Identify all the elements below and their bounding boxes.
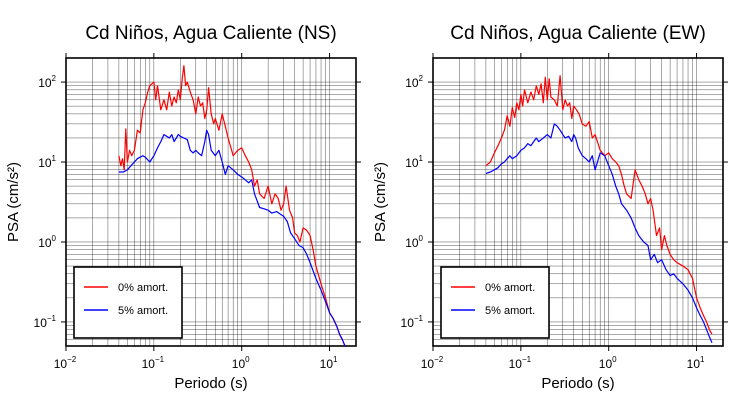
series-line-red xyxy=(118,65,346,346)
y-tick-label-exponent: 1 xyxy=(419,154,424,163)
y-tick-label-base: 10 xyxy=(401,316,415,330)
y-tick-label-exponent: 0 xyxy=(419,234,424,243)
y-tick-label-base: 10 xyxy=(405,236,419,250)
x-tick-label: 100 xyxy=(599,355,617,371)
legend-box xyxy=(73,266,183,339)
x-tick-label: 10−1 xyxy=(142,355,165,371)
y-tick-label-exponent: 0 xyxy=(52,234,57,243)
x-tick-label-exponent: 0 xyxy=(612,355,617,364)
y-tick-label-base: 10 xyxy=(405,76,419,90)
y-tick-label: 10−1 xyxy=(34,314,57,330)
y-tick-label: 101 xyxy=(405,154,423,170)
y-tick-label-base: 10 xyxy=(38,156,52,170)
tick-marks xyxy=(61,53,361,351)
legend: 0% amort. 5% amort. xyxy=(73,266,183,339)
y-axis-label: PSA (cm/s²) xyxy=(372,162,389,242)
x-tick-label-base: 10 xyxy=(509,357,523,371)
x-tick-label-exponent: −2 xyxy=(67,355,77,364)
x-tick-label-base: 10 xyxy=(421,357,435,371)
tick-marks xyxy=(428,53,728,351)
x-axis-label: Periodo (s) xyxy=(174,375,247,392)
x-tick-label-base: 10 xyxy=(232,357,246,371)
y-tick-label-exponent: −1 xyxy=(414,314,424,323)
y-tick-label: 102 xyxy=(38,74,56,90)
x-tick-label: 100 xyxy=(232,355,250,371)
grid xyxy=(65,57,357,347)
y-tick-label-base: 10 xyxy=(38,76,52,90)
legend-label: 0% amort. xyxy=(118,282,168,294)
x-tick-label-exponent: 1 xyxy=(333,355,338,364)
x-tick-label-exponent: 1 xyxy=(700,355,705,364)
x-tick-label-base: 10 xyxy=(320,357,334,371)
x-tick-label-exponent: 0 xyxy=(245,355,250,364)
legend: 0% amort. 5% amort. xyxy=(440,266,550,339)
y-axis-label: PSA (cm/s²) xyxy=(5,162,22,242)
y-tick-label: 101 xyxy=(38,154,56,170)
series-line-blue xyxy=(118,129,346,346)
y-tick-label-exponent: 2 xyxy=(419,74,424,83)
legend-label: 5% amort. xyxy=(118,305,168,317)
x-tick-label-exponent: −2 xyxy=(434,355,444,364)
x-tick-label-base: 10 xyxy=(687,357,701,371)
x-tick-label-exponent: −1 xyxy=(155,355,165,364)
x-tick-label-exponent: −1 xyxy=(522,355,532,364)
y-tick-label-exponent: −1 xyxy=(47,314,57,323)
y-tick-label: 100 xyxy=(38,234,56,250)
series-line-blue xyxy=(485,123,713,343)
y-tick-label: 10−1 xyxy=(401,314,424,330)
legend-label: 5% amort. xyxy=(485,305,535,317)
x-tick-label: 101 xyxy=(320,355,338,371)
x-tick-label-base: 10 xyxy=(54,357,68,371)
y-tick-label-base: 10 xyxy=(405,156,419,170)
x-tick-label: 101 xyxy=(687,355,705,371)
series-line-red xyxy=(485,75,713,335)
x-tick-label: 10−2 xyxy=(54,355,77,371)
plot-frame xyxy=(65,57,357,347)
x-tick-label-base: 10 xyxy=(599,357,613,371)
y-tick-label-exponent: 1 xyxy=(52,154,57,163)
chart-title: Cd Niños, Agua Caliente (NS) xyxy=(85,23,336,44)
chart-title: Cd Niños, Agua Caliente (EW) xyxy=(450,23,706,44)
y-tick-label-exponent: 2 xyxy=(52,74,57,83)
x-axis-label: Periodo (s) xyxy=(541,375,614,392)
y-tick-label: 100 xyxy=(405,234,423,250)
x-tick-label: 10−2 xyxy=(421,355,444,371)
legend-label: 0% amort. xyxy=(485,282,535,294)
y-tick-label-base: 10 xyxy=(34,316,48,330)
x-tick-label-base: 10 xyxy=(142,357,156,371)
legend-box xyxy=(440,266,550,339)
x-tick-label: 10−1 xyxy=(509,355,532,371)
y-tick-label-base: 10 xyxy=(38,236,52,250)
y-tick-label: 102 xyxy=(405,74,423,90)
plot-frame xyxy=(432,57,724,347)
